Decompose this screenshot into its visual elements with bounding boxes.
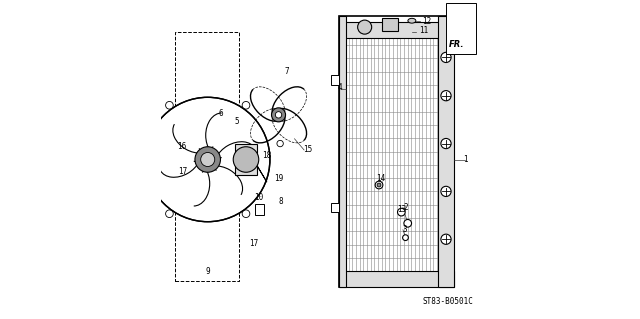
Text: 11: 11 [419, 26, 428, 35]
Bar [255, 204, 264, 215]
Text: 10: 10 [253, 193, 263, 202]
Bar [339, 16, 454, 287]
Circle shape [242, 101, 250, 109]
Circle shape [275, 112, 282, 118]
Bar [235, 144, 257, 175]
Text: 7: 7 [284, 67, 289, 76]
Circle shape [166, 101, 173, 109]
Text: 16: 16 [177, 142, 187, 151]
Text: 3: 3 [403, 225, 408, 234]
Bar [446, 3, 476, 54]
Circle shape [441, 138, 451, 149]
Circle shape [441, 52, 451, 63]
Circle shape [441, 186, 451, 197]
Text: 9: 9 [205, 267, 210, 276]
Text: 1: 1 [463, 155, 468, 164]
Text: 12: 12 [422, 17, 431, 26]
Circle shape [358, 20, 372, 34]
Text: 5: 5 [234, 117, 239, 126]
Circle shape [233, 147, 259, 172]
Bar [331, 203, 339, 212]
Circle shape [397, 208, 405, 216]
Circle shape [377, 183, 381, 187]
Text: 15: 15 [303, 145, 313, 154]
Text: 4: 4 [337, 83, 342, 92]
Bar [438, 16, 454, 287]
Text: FR.: FR. [449, 40, 465, 49]
Circle shape [404, 219, 412, 227]
Circle shape [145, 97, 270, 222]
Circle shape [441, 91, 451, 101]
Circle shape [166, 210, 173, 218]
Bar [331, 75, 339, 85]
Circle shape [277, 140, 284, 147]
Circle shape [441, 234, 451, 244]
Text: 17: 17 [178, 167, 188, 176]
Text: 18: 18 [262, 151, 271, 160]
Circle shape [403, 235, 408, 241]
Bar [382, 18, 398, 31]
Text: 6: 6 [219, 109, 223, 118]
Bar [339, 271, 454, 287]
Circle shape [375, 181, 383, 189]
Text: 14: 14 [376, 174, 385, 182]
Circle shape [242, 210, 250, 218]
Bar [339, 16, 346, 287]
Circle shape [271, 108, 285, 122]
Text: 8: 8 [278, 197, 283, 206]
Circle shape [195, 147, 220, 172]
Bar [339, 22, 454, 38]
Text: 13: 13 [397, 205, 406, 214]
Text: 17: 17 [249, 239, 259, 248]
Circle shape [201, 152, 215, 167]
Text: 2: 2 [403, 203, 408, 212]
Text: 19: 19 [274, 174, 283, 182]
Text: ST83-B0501C: ST83-B0501C [422, 297, 473, 306]
Ellipse shape [408, 18, 416, 23]
